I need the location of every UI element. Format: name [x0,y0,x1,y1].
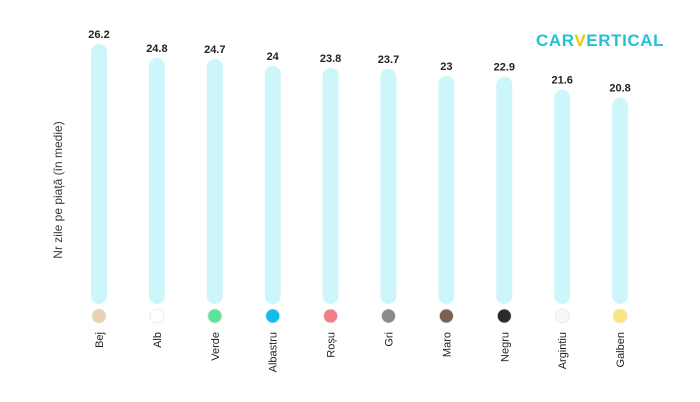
color-swatch-8 [554,308,570,324]
color-swatch-1 [149,308,165,324]
bar-2 [206,58,223,304]
value-label-7: 22.9 [494,62,515,74]
bar-0 [91,44,107,304]
category-label-6: Maro [441,332,453,357]
bar-8 [554,89,571,304]
bar-3 [264,65,281,304]
color-swatch-7 [496,308,512,324]
color-swatch-4 [323,308,339,324]
bar-7 [496,76,513,304]
value-label-8: 21.6 [551,75,572,87]
value-label-5: 23.7 [378,54,399,66]
value-label-6: 23 [440,61,452,73]
bar-5 [380,68,397,304]
color-swatch-5 [381,308,396,324]
category-label-2: Verde [210,332,222,361]
category-label-1: Alb [152,332,164,348]
bar-9 [612,97,629,304]
brand-logo-part-ertical: ERTICAL [586,31,665,50]
brand-logo-part-car: CAR [536,31,575,50]
color-swatch-0 [91,308,107,324]
category-label-0: Bej [94,332,106,348]
value-label-4: 23.8 [320,53,341,65]
bar-4 [322,67,339,304]
color-swatch-2 [207,308,223,324]
y-axis-label: Nr zile pe piață (în medie) [51,121,65,259]
value-label-1: 24.8 [146,43,167,55]
value-label-9: 20.8 [609,83,630,95]
category-label-9: Galben [615,332,627,367]
value-label-2: 24.7 [204,44,225,56]
bar-6 [438,75,455,304]
value-label-0: 26.2 [88,29,109,41]
brand-logo-part-v: V [574,31,587,50]
color-swatch-3 [265,308,281,324]
category-label-5: Gri [384,332,396,347]
color-swatch-6 [438,308,454,324]
category-label-8: Argintiu [557,332,569,369]
brand-logo: CARVERTICAL [536,31,664,51]
value-label-3: 24 [267,51,280,63]
bar-1 [148,57,165,305]
category-label-3: Albastru [268,332,280,372]
category-label-4: Roșu [326,332,338,358]
category-label-7: Negru [499,332,511,362]
color-swatch-9 [612,308,628,324]
